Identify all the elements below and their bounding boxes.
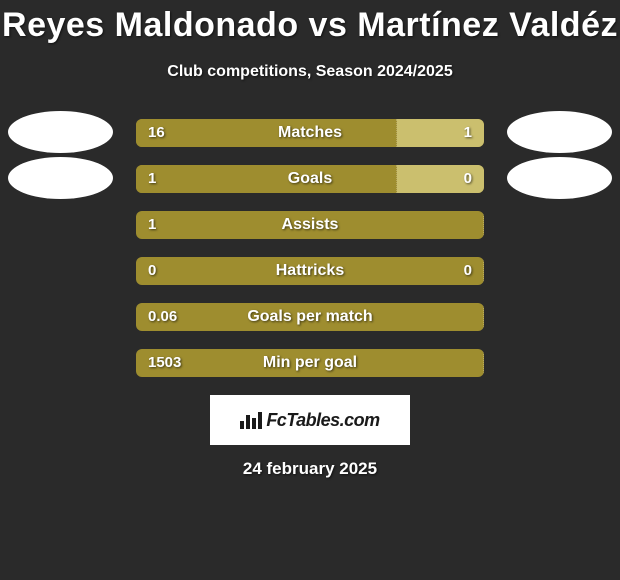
player-avatar-right (507, 157, 612, 199)
stat-row: Goals10 (0, 165, 620, 193)
player-avatar-left (8, 157, 113, 199)
stat-bar: Goals per match0.06 (136, 303, 484, 331)
stat-row: Min per goal1503 (0, 349, 620, 377)
player-avatar-left (8, 111, 113, 153)
stat-bar: Goals10 (136, 165, 484, 193)
stat-bar: Assists1 (136, 211, 484, 239)
chart-date: 24 february 2025 (0, 459, 620, 479)
page-subtitle: Club competitions, Season 2024/2025 (0, 63, 620, 81)
stat-bar-left-seg (136, 303, 484, 331)
branding-chart-icon (240, 411, 262, 429)
stat-bar-left-seg (136, 257, 484, 285)
stat-bar-left-seg (136, 119, 397, 147)
stat-row: Hattricks00 (0, 257, 620, 285)
stat-bar-right-seg (397, 119, 484, 147)
stat-bar-left-seg (136, 349, 484, 377)
stat-bar: Min per goal1503 (136, 349, 484, 377)
stat-row: Goals per match0.06 (0, 303, 620, 331)
page-title: Reyes Maldonado vs Martínez Valdéz (0, 0, 620, 45)
stat-bar: Matches161 (136, 119, 484, 147)
stat-bar-left-seg (136, 211, 484, 239)
player-avatar-right (507, 111, 612, 153)
stats-chart: Matches161 Goals10 Assists1 Hattricks00 Goal… (0, 119, 620, 377)
branding-badge: FcTables.com (210, 395, 410, 445)
stat-bar: Hattricks00 (136, 257, 484, 285)
stat-row: Matches161 (0, 119, 620, 147)
branding-text: FcTables.com (266, 410, 379, 431)
stat-bar-right-seg (397, 165, 484, 193)
stat-bar-left-seg (136, 165, 397, 193)
stat-row: Assists1 (0, 211, 620, 239)
